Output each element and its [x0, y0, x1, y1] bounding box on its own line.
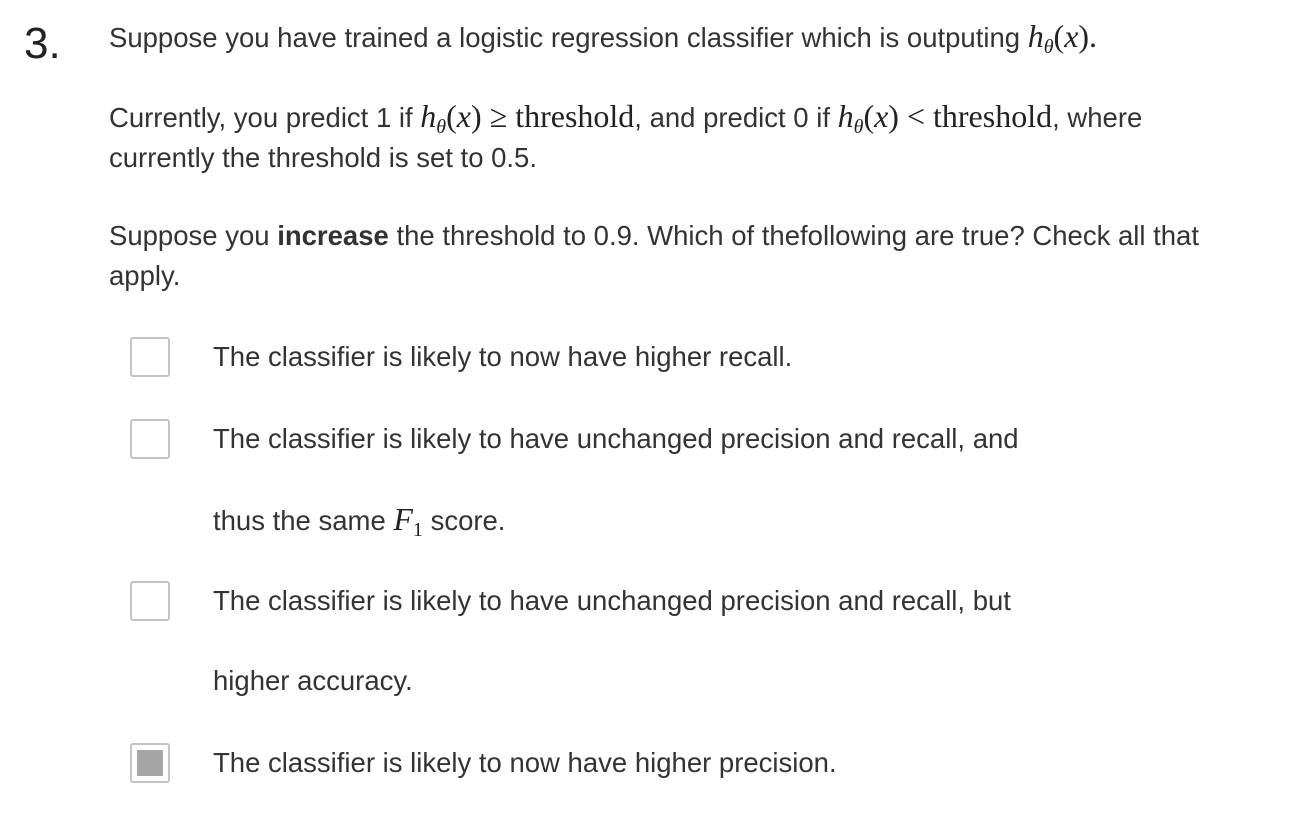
para2-text-3: where	[1067, 102, 1143, 133]
h-theta-lt-threshold-math: hθ(x) < threshold	[837, 98, 1053, 138]
para2-text-4: currently the threshold is set to 0.5.	[109, 142, 537, 173]
para2-text-1: Currently, you predict 1 if	[109, 102, 413, 133]
option-2-label: The classifier is likely to have unchang…	[213, 399, 1213, 561]
option-4-line-1: The classifier is likely to now have hig…	[213, 747, 837, 778]
option-3-checkbox[interactable]	[130, 581, 170, 621]
option-2-line-2-pre: thus the same	[213, 505, 386, 536]
question-intro-text: Suppose you have trained a logistic regr…	[109, 22, 1021, 53]
option-3-line-1: The classifier is likely to have unchang…	[213, 585, 1011, 616]
option-2-checkbox[interactable]	[130, 419, 170, 459]
para3-text-3: apply.	[109, 260, 181, 291]
option-2-line-2-post: score.	[430, 505, 506, 536]
option-1-label: The classifier is likely to now have hig…	[213, 317, 1213, 397]
f1-math: F1	[393, 501, 423, 541]
option-1-checkbox[interactable]	[130, 337, 170, 377]
question-number: 3.	[24, 19, 61, 68]
h-theta-geq-threshold-math: hθ(x) ≥ threshold	[420, 98, 635, 138]
option-3-label: The classifier is likely to have unchang…	[213, 561, 1213, 721]
option-3-line-2: higher accuracy.	[213, 665, 413, 696]
h-theta-x-math: hθ(x).	[1027, 18, 1098, 58]
para3-text-1: Suppose you	[109, 220, 270, 251]
option-4-checkbox[interactable]	[130, 743, 170, 783]
option-4-label: The classifier is likely to now have hig…	[213, 723, 1213, 803]
option-1-line-1: The classifier is likely to now have hig…	[213, 341, 793, 372]
question-intro: Suppose you have trained a logistic regr…	[109, 16, 1279, 58]
increase-emphasis: increase	[277, 220, 389, 251]
para2-text-2: and predict 0 if	[649, 102, 830, 133]
para3-text-2: the threshold to 0.9. Which of thefollow…	[396, 220, 1199, 251]
question-prompt-paragraph: Suppose you increase the threshold to 0.…	[109, 216, 1279, 296]
question-threshold-paragraph: Currently, you predict 1 if hθ(x) ≥ thre…	[109, 98, 1143, 173]
option-2-line-1: The classifier is likely to have unchang…	[213, 423, 1019, 454]
